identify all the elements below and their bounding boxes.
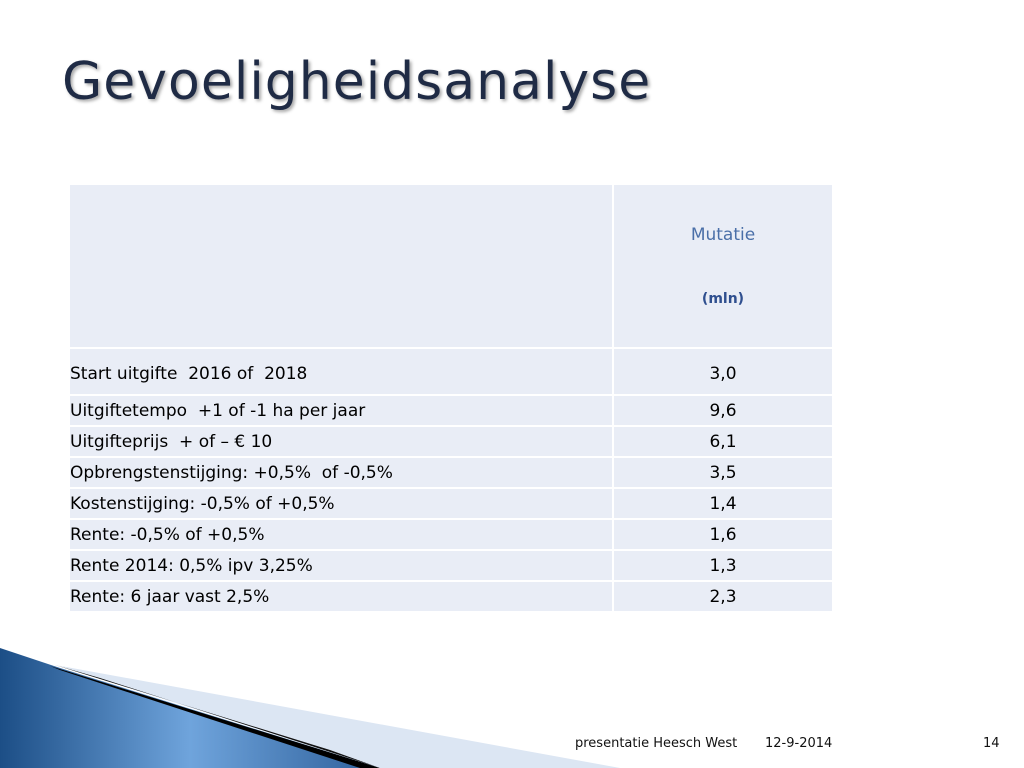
row-value: 9,6 (612, 394, 834, 427)
header-unit: (mln) (701, 291, 745, 307)
decoration (0, 648, 620, 768)
row-value: 6,1 (612, 425, 834, 458)
table-row: Rente: -0,5% of +0,5% 1,6 (68, 518, 834, 551)
row-value: 3,0 (612, 347, 834, 396)
row-label: Rente: -0,5% of +0,5% (68, 518, 614, 551)
header-label: Mutatie (690, 225, 756, 245)
data-table: Mutatie (mln) Start uitgifte 2016 of 201… (68, 183, 834, 613)
table-row: Rente: 6 jaar vast 2,5% 2,3 (68, 580, 834, 613)
table-row: Kostenstijging: -0,5% of +0,5% 1,4 (68, 487, 834, 520)
header-cell (68, 183, 614, 349)
table-row: Start uitgifte 2016 of 2018 3,0 (68, 347, 834, 396)
table-row: Opbrengstenstijging: +0,5% of -0,5% 3,5 (68, 456, 834, 489)
row-label: Uitgiftetempo +1 of -1 ha per jaar (68, 394, 614, 427)
header-row: Mutatie (mln) (68, 183, 834, 349)
header-cell: Mutatie (mln) (612, 183, 834, 349)
row-label: Rente: 6 jaar vast 2,5% (68, 580, 614, 613)
row-value: 3,5 (612, 456, 834, 489)
slide-title: Gevoeligheidsanalyse (62, 52, 652, 112)
row-value: 1,6 (612, 518, 834, 551)
row-value: 2,3 (612, 580, 834, 613)
row-label: Kostenstijging: -0,5% of +0,5% (68, 487, 614, 520)
row-label: Uitgifteprijs + of – € 10 (68, 425, 614, 458)
row-label: Opbrengstenstijging: +0,5% of -0,5% (68, 456, 614, 489)
footer-text: presentatie Heesch West (575, 736, 738, 751)
row-value: 1,4 (612, 487, 834, 520)
table-row: Rente 2014: 0,5% ipv 3,25% 1,3 (68, 549, 834, 582)
row-label: Rente 2014: 0,5% ipv 3,25% (68, 549, 614, 582)
row-value: 1,3 (612, 549, 834, 582)
row-label: Start uitgifte 2016 of 2018 (68, 347, 614, 396)
table-row: Uitgifteprijs + of – € 10 6,1 (68, 425, 834, 458)
table-row: Uitgiftetempo +1 of -1 ha per jaar 9,6 (68, 394, 834, 427)
page-number: 14 (983, 736, 1000, 751)
footer-date: 12-9-2014 (765, 736, 833, 751)
